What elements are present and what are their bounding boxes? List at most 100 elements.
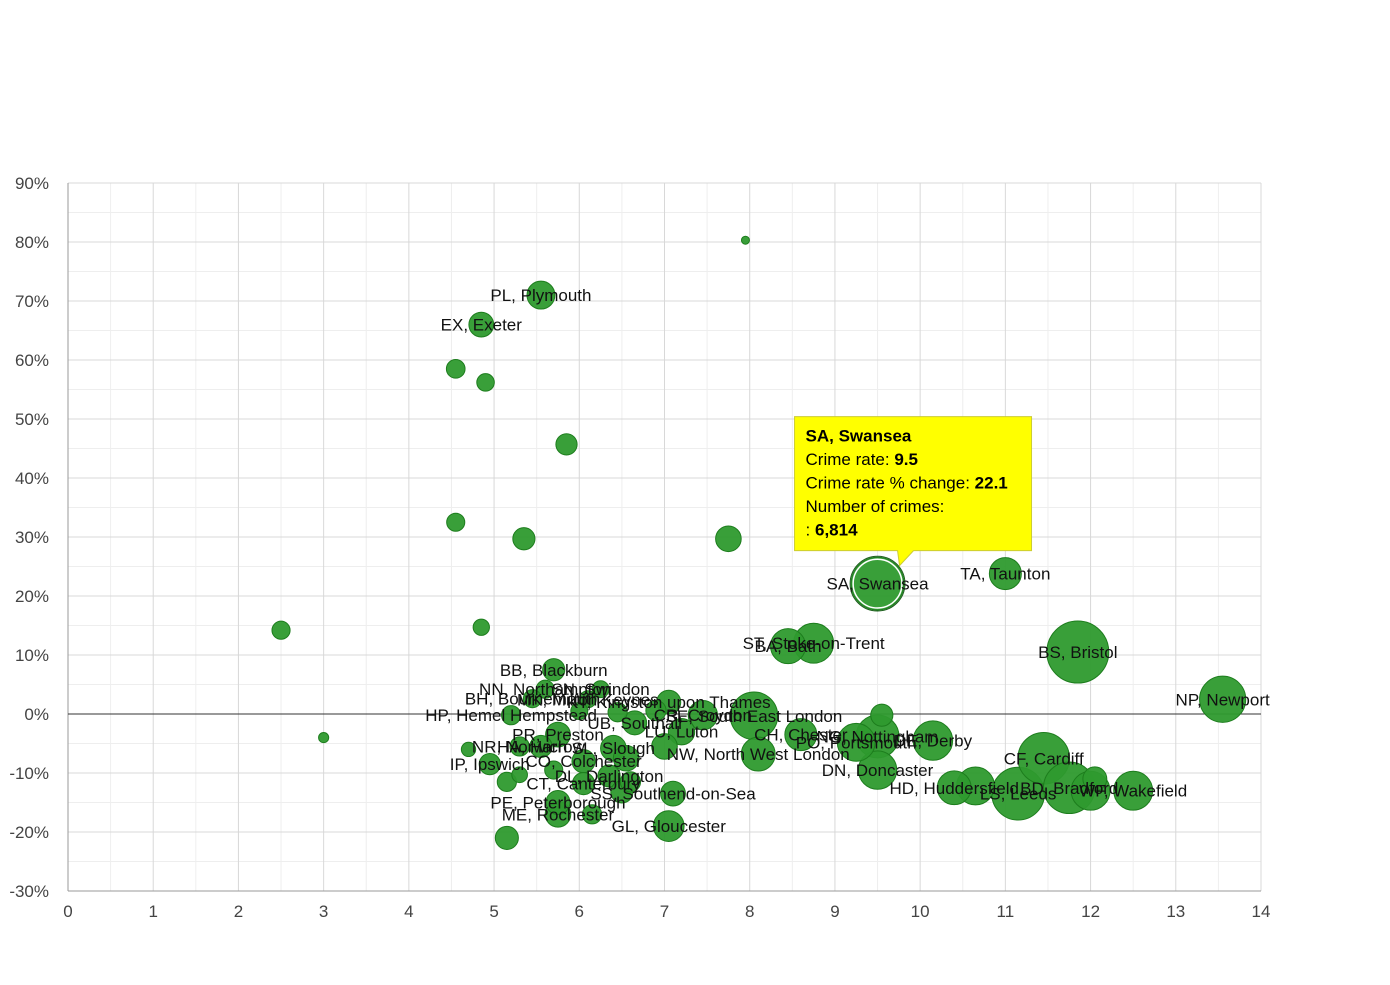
bubble — [936, 770, 972, 806]
y-tick-label: -10% — [9, 764, 49, 783]
y-tick-label: 70% — [15, 292, 49, 311]
x-tick-label: 14 — [1252, 902, 1271, 921]
bubble-label: CR, Croydon — [654, 706, 752, 725]
tooltip-rate: Crime rate: 9.5 — [806, 450, 918, 469]
bubble — [597, 764, 621, 788]
bubble — [784, 718, 818, 752]
x-tick-label: 8 — [745, 902, 754, 921]
x-tick-label: 7 — [660, 902, 669, 921]
bubble — [445, 359, 466, 379]
x-tick-label: 10 — [911, 902, 930, 921]
bubble — [509, 736, 530, 757]
bubble — [545, 721, 571, 748]
bubble-label: IP, Ipswich — [450, 755, 530, 774]
bubble-label: DN, Doncaster — [822, 761, 934, 780]
bubble — [612, 744, 640, 772]
bubble-label: TA, Taunton — [960, 565, 1050, 584]
bubble-label: PL, Plymouth — [490, 286, 591, 305]
y-tick-label: 40% — [15, 469, 49, 488]
bubble — [318, 732, 330, 744]
y-tick-label: -20% — [9, 823, 49, 842]
bubble — [740, 736, 776, 772]
x-tick-label: 13 — [1166, 902, 1185, 921]
bubble — [660, 780, 686, 807]
bubble-label: CH, Chester — [754, 726, 848, 745]
bubble — [1113, 770, 1154, 811]
x-tick-label: 12 — [1081, 902, 1100, 921]
bubble — [468, 311, 495, 338]
bubble — [857, 750, 898, 790]
bubble — [651, 733, 678, 760]
tooltip-crimes-label: Number of crimes: — [806, 497, 945, 516]
bubble — [535, 679, 555, 699]
bubble — [912, 720, 954, 761]
bubble-label: NP, Newport — [1176, 690, 1270, 709]
bubble — [622, 710, 648, 736]
x-tick-label: 6 — [575, 902, 584, 921]
bubble-label: HA, Harrow — [497, 737, 586, 756]
tooltip-crimes-value: 6,814 — [815, 521, 858, 540]
tooltip: SA, Swansea Crime rate: 9.5 Crime rate %… — [794, 416, 1033, 567]
bubble-label: CF, Cardiff — [1004, 749, 1084, 768]
x-tick-label: 2 — [234, 902, 243, 921]
bubble — [1199, 675, 1247, 723]
bubble-label: WF, Wakefield — [1079, 782, 1187, 801]
bubble — [645, 699, 667, 722]
bubble-label: HP, Hemel Hempstead — [425, 706, 597, 725]
y-tick-label: 50% — [15, 410, 49, 429]
bubble-label: SA, Swansea — [827, 575, 930, 594]
bubble-label: BD, Bradford — [1020, 779, 1118, 798]
bubble — [570, 702, 589, 721]
bubble-label: UB, Southall — [587, 714, 682, 733]
bubble-label: CT, Canterbury — [526, 775, 641, 794]
bubble-labels: PL, Plymouth EX, Exeter SA, Swansea TA, Tau… — [425, 286, 1270, 836]
bubble — [619, 771, 642, 793]
tooltip-rate-value: 9.5 — [894, 450, 918, 469]
bubble-label: SE, South East London — [666, 707, 843, 726]
tooltip-change-label: Crime rate % change: — [806, 474, 975, 493]
tooltip-change: Crime rate % change: 22.1 — [806, 474, 1008, 493]
bubble — [501, 705, 522, 726]
bubble — [687, 700, 719, 731]
y-tick-label: -30% — [9, 882, 49, 901]
bubble-highlight-outline — [849, 555, 906, 612]
x-tick-label: 5 — [489, 902, 498, 921]
bubble — [526, 280, 556, 310]
bubble — [715, 525, 742, 553]
bubble — [652, 810, 685, 842]
bubble-label: LU, Luton — [645, 723, 719, 742]
bubble-label: CO, Colchester — [525, 752, 642, 771]
y-tick-label: 90% — [15, 174, 49, 193]
x-tick-label: 3 — [319, 902, 328, 921]
bubble-label: BS, Bristol — [1038, 643, 1117, 662]
bubble-label: NW, North West London — [667, 745, 850, 764]
bubble-label: PR, Preston — [512, 726, 604, 745]
bubble — [740, 235, 750, 245]
bubble — [446, 512, 466, 532]
bubble-label: SS, Southend-on-Sea — [590, 785, 756, 804]
bubble — [271, 620, 291, 640]
x-tick-label: 1 — [148, 902, 157, 921]
bubble-label: EX, Exeter — [441, 316, 523, 335]
bubble — [512, 527, 536, 551]
bubble-label: LS, Leeds — [980, 785, 1057, 804]
bubble — [988, 557, 1022, 591]
bubble-label: ST, Stoke-on-Trent — [743, 634, 885, 653]
bubble-label: BH, Bournemouth — [465, 690, 600, 709]
bubble — [542, 658, 566, 682]
bubble-label: SN, Swindon — [551, 680, 649, 699]
bubble — [545, 790, 571, 815]
bubble-label: KT, Kingston upon Thames — [567, 693, 771, 712]
bubble-label: DL, Darlington — [555, 767, 664, 786]
y-tick-label: 10% — [15, 646, 49, 665]
bubble-label: PE, Peterborough — [490, 794, 625, 813]
tooltip-rate-label: Crime rate: — [806, 450, 895, 469]
bubble — [478, 753, 501, 776]
bubble — [511, 766, 528, 784]
y-tick-label: 80% — [15, 233, 49, 252]
y-tick-label: 0% — [24, 705, 49, 724]
bubble-label: HD, Huddersfield — [890, 779, 1019, 798]
bubble-label: BB, Blackburn — [500, 661, 608, 680]
